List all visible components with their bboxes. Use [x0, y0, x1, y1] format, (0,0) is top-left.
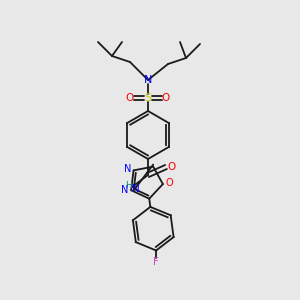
Text: O: O — [165, 178, 173, 188]
Text: S: S — [144, 93, 152, 103]
Text: N: N — [132, 184, 140, 194]
Text: N: N — [124, 164, 131, 174]
Text: O: O — [167, 162, 175, 172]
Text: N: N — [144, 75, 152, 85]
Text: N: N — [122, 185, 129, 195]
Text: F: F — [153, 257, 159, 268]
Text: H: H — [126, 181, 132, 190]
Text: O: O — [126, 93, 134, 103]
Text: O: O — [162, 93, 170, 103]
